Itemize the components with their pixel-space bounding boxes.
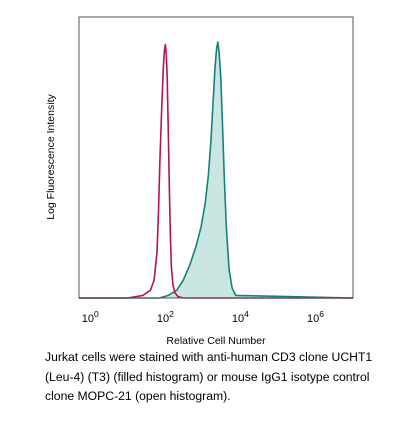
x-tick-label: 100 <box>82 309 99 325</box>
filled-histogram-line <box>79 41 354 299</box>
filled-histogram-area <box>79 42 353 298</box>
plot-frame <box>78 16 354 299</box>
series-layer <box>79 41 354 299</box>
x-tick-labels: 100 102 104 106 <box>82 309 324 325</box>
open-histogram-line <box>79 43 353 299</box>
y-axis-label: Log Fluorescence Intensity <box>45 94 57 220</box>
x-tick-label: 104 <box>232 309 249 325</box>
x-tick-label: 106 <box>307 309 324 325</box>
figure-caption: Jurkat cells were stained with anti-huma… <box>45 350 373 403</box>
x-axis-label: Relative Cell Number <box>166 335 266 345</box>
x-tick-label: 102 <box>157 309 174 325</box>
histogram-chart: 100 102 104 106 Log Fluorescence Intensity … <box>45 16 354 345</box>
